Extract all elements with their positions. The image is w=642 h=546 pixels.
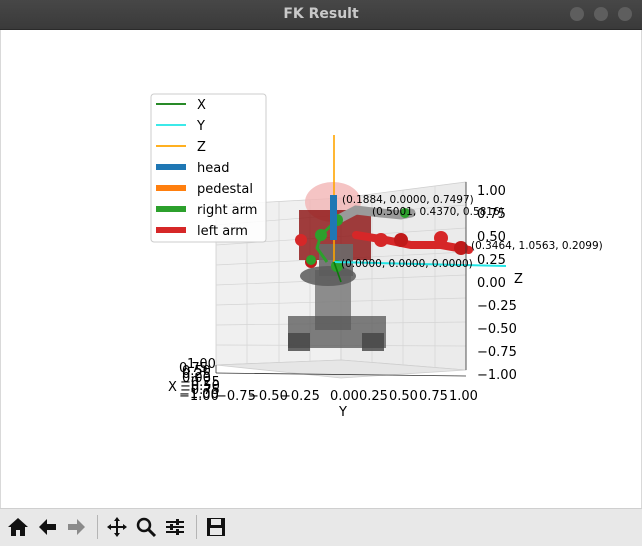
legend-label: Y <box>196 119 205 134</box>
z-tick: −0.75 <box>477 345 517 360</box>
y-tick: 0.00 <box>330 389 359 404</box>
zoom-icon <box>136 517 157 538</box>
head-link <box>330 195 337 240</box>
x-tick: 0.75 <box>179 361 208 376</box>
y-axis-spine <box>215 372 467 377</box>
y-tick: −0.25 <box>280 389 320 404</box>
z-tick: 0.50 <box>477 230 506 245</box>
x-tick: −0.25 <box>180 375 220 390</box>
figure-canvas[interactable]: (0.1884, 0.0000, 0.7497) (0.5001, 0.4370… <box>0 30 642 508</box>
close-button[interactable] <box>618 7 632 21</box>
y-tick-labels: −1.00 −0.75 −0.50 −0.25 0.00 0.25 0.50 0… <box>179 389 478 404</box>
legend-label: Z <box>197 140 206 155</box>
point-label-0: (0.1884, 0.0000, 0.7497) <box>342 194 474 206</box>
x-tick: −1.00 <box>179 387 219 402</box>
y-tick: −0.75 <box>216 389 256 404</box>
zoom-button[interactable] <box>133 513 159 541</box>
legend-label: right arm <box>197 203 257 218</box>
forward-icon <box>68 519 85 535</box>
toolbar-separator <box>97 515 98 539</box>
save-button[interactable] <box>203 513 229 541</box>
robot-model <box>288 182 473 351</box>
legend-swatch <box>156 206 186 212</box>
home-icon <box>8 518 28 536</box>
x-tick: 0.00 <box>182 371 211 386</box>
legend-swatch <box>156 185 186 191</box>
y-tick: 0.75 <box>419 389 448 404</box>
y-tick: 0.50 <box>389 389 418 404</box>
y-axis-label: Y <box>338 405 347 420</box>
point-label-1: (0.5001, 0.4370, 0.5816) <box>372 206 504 218</box>
legend-swatch <box>156 227 186 233</box>
x-tick: 1.00 <box>187 357 216 372</box>
z-tick: 0.00 <box>477 276 506 291</box>
maximize-button[interactable] <box>594 7 608 21</box>
navigation-toolbar <box>0 508 642 546</box>
y-tick: 1.00 <box>449 389 478 404</box>
legend-label: head <box>197 161 229 176</box>
minimize-button[interactable] <box>570 7 584 21</box>
toolbar-separator <box>196 515 197 539</box>
home-button[interactable] <box>5 513 31 541</box>
point-label-3: (0.0000, 0.0000, 0.0000) <box>341 258 473 270</box>
z-tick: −0.25 <box>477 299 517 314</box>
y-tick: −1.00 <box>179 389 219 404</box>
legend-label: left arm <box>197 224 248 239</box>
z-tick: −1.00 <box>477 368 517 383</box>
x-tick: 0.50 <box>182 364 211 379</box>
legend-swatch <box>156 164 186 170</box>
x-tick: 0.25 <box>182 367 211 382</box>
legend-label: pedestal <box>197 182 253 197</box>
z-tick: 0.25 <box>477 253 506 268</box>
z-tick: 1.00 <box>477 184 506 199</box>
pan-button[interactable] <box>104 513 130 541</box>
back-button[interactable] <box>34 513 60 541</box>
point-label-2: (0.3464, 1.0563, 0.2099) <box>471 240 603 252</box>
plot-3d: (0.1884, 0.0000, 0.7497) (0.5001, 0.4370… <box>150 93 603 420</box>
configure-subplots-button[interactable] <box>162 513 188 541</box>
back-icon <box>39 519 56 535</box>
save-icon <box>207 518 225 536</box>
x-axis-label: X <box>168 380 177 395</box>
z-tick: −0.50 <box>477 322 517 337</box>
pan-icon <box>107 517 127 537</box>
y-tick: 0.25 <box>359 389 388 404</box>
configure-subplots-icon <box>166 519 184 535</box>
legend-label: X <box>197 98 206 113</box>
y-frame-axis <box>333 261 507 267</box>
window-title: FK Result <box>283 6 359 22</box>
x-tick: −0.50 <box>180 379 220 394</box>
window-titlebar: FK Result <box>0 0 642 30</box>
forward-button[interactable] <box>64 513 90 541</box>
x-tick: −0.75 <box>180 383 220 398</box>
z-tick-labels: 1.00 0.75 0.50 0.25 0.00 −0.25 −0.50 −0.… <box>477 184 517 383</box>
x-frame-axis <box>333 261 342 283</box>
z-tick: 0.75 <box>477 207 506 222</box>
z-axis-label: Z <box>514 272 523 287</box>
x-tick-labels: 1.00 0.75 0.50 0.25 0.00 −0.25 −0.50 −0.… <box>179 357 220 402</box>
y-tick: −0.50 <box>248 389 288 404</box>
